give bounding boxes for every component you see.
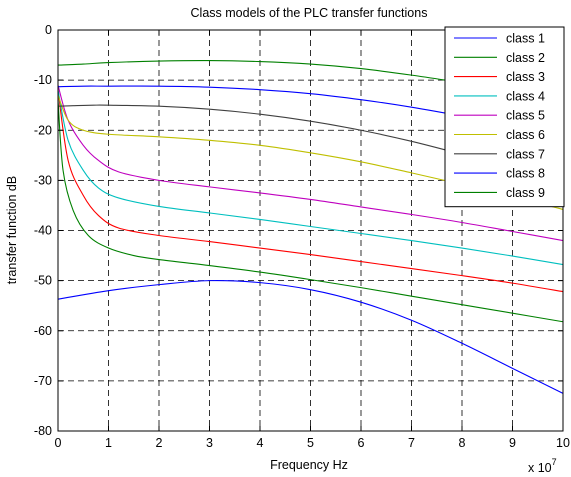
series-line-4 — [57, 90, 564, 266]
legend-box — [444, 26, 565, 208]
x-tick-label: 6 — [358, 436, 365, 450]
y-axis-label: transfer function dB — [5, 176, 19, 284]
x-tick-label: 4 — [257, 436, 264, 450]
x-tick-label: 7 — [408, 436, 415, 450]
legend-label: class 8 — [506, 167, 545, 181]
series-layer — [57, 60, 564, 394]
y-tick-label: -30 — [34, 173, 52, 187]
chart-title: Class models of the PLC transfer functio… — [191, 6, 428, 20]
legend: class 1 class 2 class 3 class 4 class 5 class… — [444, 26, 565, 208]
legend-label: class 6 — [506, 128, 545, 142]
series-line-9 — [57, 100, 564, 323]
y-tick-label: -70 — [34, 374, 52, 388]
x-exponent-base: x 10 — [528, 461, 552, 475]
y-tick-label: 0 — [45, 23, 52, 37]
y-tick-label: -10 — [34, 73, 52, 87]
legend-label: class 5 — [506, 109, 545, 123]
legend-label: class 9 — [506, 186, 545, 200]
y-tick-label: -60 — [34, 324, 52, 338]
x-tick-label: 1 — [105, 436, 112, 450]
legend-label: class 4 — [506, 89, 545, 103]
x-tick-label: 8 — [459, 436, 466, 450]
y-tick-label: -40 — [34, 224, 52, 238]
x-tick-label: 10 — [556, 436, 570, 450]
x-tick-label: 5 — [307, 436, 314, 450]
x-tick-label: 2 — [156, 436, 163, 450]
axes: 0 1 2 3 4 5 6 7 8 9 10 0 -10 -20 -30 -40 -50 -60 -70 -80 — [34, 23, 570, 450]
series-line-3 — [57, 90, 564, 293]
x-tick-label: 0 — [55, 436, 62, 450]
y-tick-label: -50 — [34, 274, 52, 288]
y-tick-label: -20 — [34, 123, 52, 137]
x-tick-label: 9 — [509, 436, 516, 450]
series-line-5 — [57, 84, 564, 242]
legend-label: class 1 — [506, 32, 545, 46]
y-tick-label: -80 — [34, 424, 52, 438]
grid — [58, 30, 563, 431]
x-tick-label: 3 — [206, 436, 213, 450]
x-axis-label: Frequency Hz — [270, 458, 348, 472]
legend-label: class 7 — [506, 147, 545, 161]
legend-label: class 2 — [506, 51, 545, 65]
series-line-1 — [57, 280, 564, 394]
x-exponent: x 107 — [528, 457, 557, 475]
x-exponent-power: 7 — [552, 457, 557, 467]
legend-label: class 3 — [506, 70, 545, 84]
